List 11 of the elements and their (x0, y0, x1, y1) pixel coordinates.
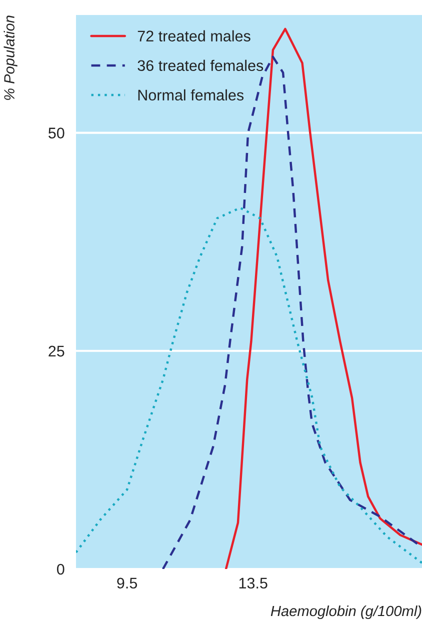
legend-label: 36 treated females (138, 60, 264, 72)
legend-label: Normal females (138, 89, 244, 101)
y-tick-label: 0 (56, 564, 64, 575)
x-axis-title: Haemoglobin (g/100ml) (270, 605, 422, 620)
line-series (76, 206, 422, 564)
y-tick-label: 25 (48, 346, 64, 357)
x-tick-label: 9.5 (117, 578, 138, 589)
legend-label: 72 treated males (138, 30, 250, 42)
y-axis-title: % Population (4, 16, 18, 100)
y-tick-label: 50 (48, 128, 64, 138)
x-tick-label: 13.5 (239, 578, 268, 589)
